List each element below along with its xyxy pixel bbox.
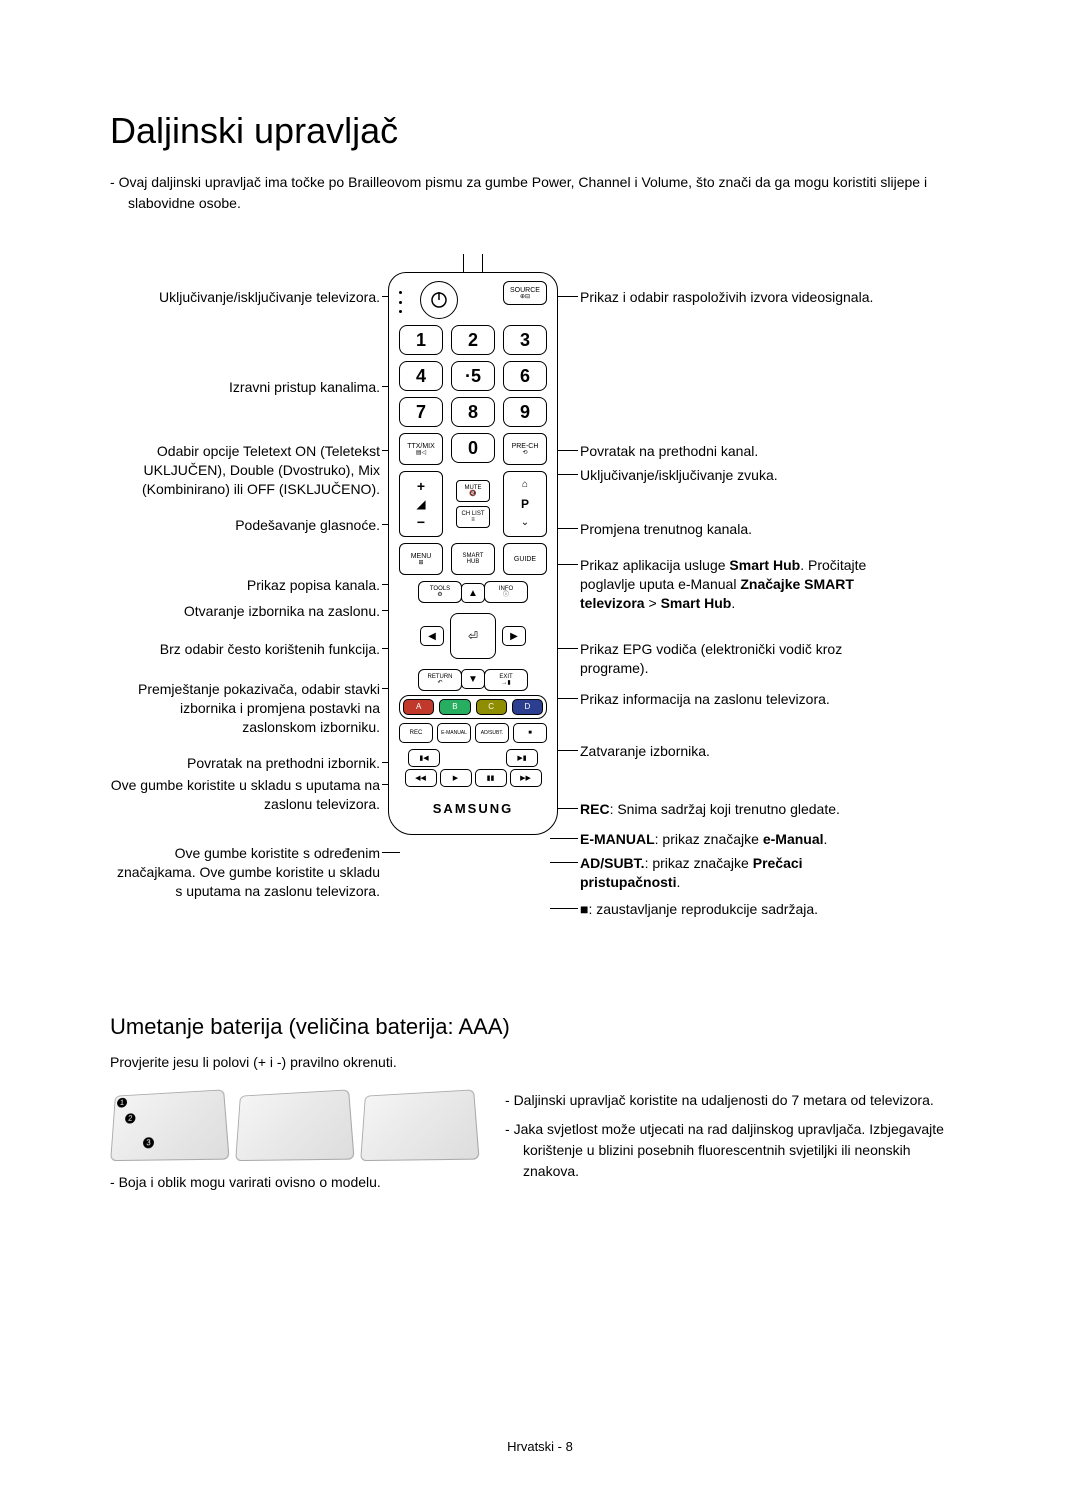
label-left: Ove gumbe koristite s određenim značajka…: [110, 844, 380, 901]
num-2: 2: [451, 325, 495, 355]
num-4: 4: [399, 361, 443, 391]
prev-button: ▮◀: [408, 749, 440, 767]
volume-rocker: + ◢ −: [399, 471, 443, 537]
num-7: 7: [399, 397, 443, 427]
battery-images: 1 2 3: [110, 1090, 475, 1160]
color-button-c: C: [476, 699, 507, 715]
label-left: Odabir opcije Teletext ON (Teletekst UKL…: [110, 442, 380, 499]
label-left: Otvaranje izbornika na zaslonu.: [110, 602, 380, 621]
num-8: 8: [451, 397, 495, 427]
label-left: Premještanje pokazivača, odabir stavki i…: [110, 680, 380, 737]
adsubt-button: AD/SUBT.: [475, 723, 509, 743]
ttx-button: TTX/MIX▤◁: [399, 433, 443, 465]
label-right: Prikaz EPG vodiča (elektronički vodič kr…: [580, 640, 880, 678]
battery-intro: Provjerite jesu li polovi (+ i -) pravil…: [110, 1054, 970, 1070]
guide-button: GUIDE: [503, 543, 547, 575]
label-right: Uključivanje/isključivanje zvuka.: [580, 466, 880, 485]
arrow-right: ▶: [502, 626, 526, 646]
num-9: 9: [503, 397, 547, 427]
exit-button: EXIT→▮: [484, 669, 528, 691]
label-left: Ove gumbe koristite u skladu s uputama n…: [110, 776, 380, 814]
battery-note: Daljinski upravljač koristite na udaljen…: [523, 1090, 970, 1111]
arrow-left: ◀: [420, 626, 444, 646]
source-button: SOURCE ⊕⊟: [503, 281, 547, 305]
pause-button: ▮▮: [475, 769, 507, 787]
label-right: Prikaz i odabir raspoloživih izvora vide…: [580, 288, 880, 307]
arrow-up: ▲: [461, 583, 485, 603]
label-left: Uključivanje/isključivanje televizora.: [110, 288, 380, 307]
return-button: RETURN↶: [418, 669, 462, 691]
rewind-button: ◀◀: [405, 769, 437, 787]
channel-rocker: ⌂ P ⌄: [503, 471, 547, 537]
stop-button: ■: [513, 723, 547, 743]
rec-button: REC: [399, 723, 433, 743]
label-right: Zatvaranje izbornika.: [580, 742, 880, 761]
label-right: Povratak na prethodni kanal.: [580, 442, 880, 461]
prech-button: PRE-CH⟲: [503, 433, 547, 465]
label-right: Prikaz aplikacija usluge Smart Hub. Proč…: [580, 556, 880, 613]
label-right: ■: zaustavljanje reprodukcije sadržaja.: [580, 900, 880, 919]
color-buttons: ABCD: [399, 695, 547, 719]
label-right: Prikaz informacija na zaslonu televizora…: [580, 690, 880, 709]
battery-note: Jaka svjetlost može utjecati na rad dalj…: [523, 1119, 970, 1182]
num-1: 1: [399, 325, 443, 355]
color-button-a: A: [403, 699, 434, 715]
info-button: INFOⓘ: [484, 581, 528, 603]
label-left: Podešavanje glasnoće.: [110, 516, 380, 535]
num-6: 6: [503, 361, 547, 391]
color-button-b: B: [439, 699, 470, 715]
remote-diagram: Uključivanje/isključivanje televizora. Iz…: [110, 254, 970, 974]
label-right: REC: Snima sadržaj koji trenutno gledate…: [580, 800, 880, 819]
label-right: E-MANUAL: prikaz značajke e-Manual.: [580, 830, 880, 849]
intro-text: Ovaj daljinski upravljač ima točke po Br…: [128, 172, 970, 214]
enter-button: ⏎: [450, 613, 496, 659]
label-left: Prikaz popisa kanala.: [110, 576, 380, 595]
battery-heading: Umetanje baterija (veličina baterija: AA…: [110, 1014, 970, 1040]
dpad: TOOLS⚙ INFOⓘ RETURN↶ EXIT→▮ ▲ ▼ ◀ ▶ ⏎: [418, 581, 528, 691]
color-button-d: D: [512, 699, 543, 715]
play-button: ▶: [440, 769, 472, 787]
num-3: 3: [503, 325, 547, 355]
label-right: Promjena trenutnog kanala.: [580, 520, 880, 539]
smarthub-button: SMARTHUB: [451, 543, 495, 575]
num-5: ·5: [451, 361, 495, 391]
ff-button: ▶▶: [510, 769, 542, 787]
brand-logo: SAMSUNG: [399, 801, 547, 816]
num-0: 0: [451, 433, 495, 463]
emanual-button: E-MANUAL: [437, 723, 471, 743]
remote-illustration: SOURCE ⊕⊟ 123 4 ·5 6 789 TTX/MIX▤◁ 0 PRE-C…: [388, 254, 558, 835]
battery-notes: Daljinski upravljač koristite na udaljen…: [505, 1090, 970, 1190]
power-button: [420, 281, 458, 319]
chlist-button: CH LIST≡: [456, 506, 490, 528]
next-button: ▶▮: [506, 749, 538, 767]
page-footer: Hrvatski - 8: [0, 1439, 1080, 1454]
battery-bottom-note: Boja i oblik mogu varirati ovisno o mode…: [128, 1174, 475, 1190]
label-left: Brz odabir često korištenih funkcija.: [110, 640, 380, 659]
tools-button: TOOLS⚙: [418, 581, 462, 603]
mute-button: MUTE🔇: [456, 480, 490, 502]
page-title: Daljinski upravljač: [110, 110, 970, 152]
label-left: Izravni pristup kanalima.: [110, 378, 380, 397]
menu-button: MENU⊞: [399, 543, 443, 575]
arrow-down: ▼: [461, 669, 485, 689]
label-left: Povratak na prethodni izbornik.: [110, 754, 380, 773]
label-right: AD/SUBT.: prikaz značajke Prečaci pristu…: [580, 854, 880, 892]
